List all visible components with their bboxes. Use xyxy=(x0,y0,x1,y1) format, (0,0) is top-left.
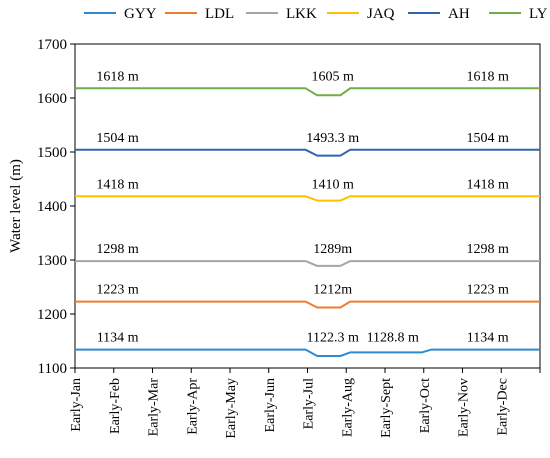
data-label-lkk: 1298 m xyxy=(96,242,139,257)
legend-label-ah: AH xyxy=(448,6,470,22)
series-line-ly xyxy=(75,87,540,97)
x-tick-label: Early-May xyxy=(224,378,239,439)
y-tick-label: 1500 xyxy=(37,145,67,161)
x-tick-label: Early-Jul xyxy=(302,378,317,429)
data-label-jaq: 1418 m xyxy=(96,177,139,192)
data-label-lkk: 1289m xyxy=(313,242,352,257)
y-axis-ticks: 1100 1200 1300 1400 1500 1600 1700 xyxy=(37,37,75,377)
y-tick-label: 1700 xyxy=(37,37,67,53)
x-tick-label: Early-Jun xyxy=(263,378,278,432)
data-label-ah: 1504 m xyxy=(96,131,139,146)
series-line-ldl xyxy=(75,300,540,309)
data-label-jaq: 1418 m xyxy=(466,177,509,192)
y-tick-label: 1300 xyxy=(37,253,67,269)
data-label-ldl: 1223 m xyxy=(96,283,139,298)
legend-label-gyy: GYY xyxy=(124,6,157,22)
data-label-ldl: 1223 m xyxy=(466,283,509,298)
series-line-gyy xyxy=(75,348,540,357)
series-line-lkk xyxy=(75,260,540,267)
data-label-ldl: 1212m xyxy=(313,283,352,298)
y-axis-title: Water level (m) xyxy=(8,159,24,253)
y-tick-label: 1400 xyxy=(37,199,67,215)
y-tick-label: 1200 xyxy=(37,307,67,323)
data-label-ly: 1618 m xyxy=(96,69,139,84)
x-tick-label: Early-Mar xyxy=(147,378,162,437)
data-label-jaq: 1410 m xyxy=(311,177,354,192)
x-tick-label: Early-Dec xyxy=(495,378,510,436)
x-tick-label: Early-Nov xyxy=(457,378,472,437)
x-tick-label: Early-Jan xyxy=(69,378,84,432)
x-tick-label: Early-Apr xyxy=(185,378,200,435)
y-tick-label: 1100 xyxy=(38,361,67,377)
plot-frame xyxy=(74,43,541,369)
data-label-ah: 1504 m xyxy=(466,131,509,146)
x-tick-label: Early-Aug xyxy=(340,378,355,437)
legend: GYY LDL LKK JAQ AH LY xyxy=(84,6,548,22)
legend-label-lkk: LKK xyxy=(286,6,317,22)
data-label-ly: 1618 m xyxy=(466,69,509,84)
x-tick-label: Early-Sept xyxy=(379,378,394,438)
data-label-gyy: 1134 m xyxy=(467,331,509,346)
data-label-ly: 1605 m xyxy=(311,69,354,84)
data-label-ah: 1493.3 m xyxy=(306,131,359,146)
legend-label-ly: LY xyxy=(529,6,548,22)
legend-label-ldl: LDL xyxy=(205,6,234,22)
x-tick-label: Early-Feb xyxy=(108,378,123,434)
data-label-gyy: 1128.8 m xyxy=(367,331,419,346)
x-tick-label: Early-Oct xyxy=(418,378,433,433)
data-label-gyy: 1122.3 m xyxy=(307,331,359,346)
x-axis-ticks: Early-Jan Early-Feb Early-Mar Early-Apr Earl… xyxy=(69,368,541,439)
series-line-jaq xyxy=(75,195,540,202)
data-label-gyy: 1134 m xyxy=(97,331,139,346)
y-tick-label: 1600 xyxy=(37,91,67,107)
series-lines xyxy=(75,87,540,357)
data-label-lkk: 1298 m xyxy=(466,242,509,257)
legend-label-jaq: JAQ xyxy=(367,6,395,22)
annotations: 1134 m 1122.3 m 1128.8 m 1134 m 1223 m 1212m 1… xyxy=(96,69,509,345)
series-line-ah xyxy=(75,148,540,157)
